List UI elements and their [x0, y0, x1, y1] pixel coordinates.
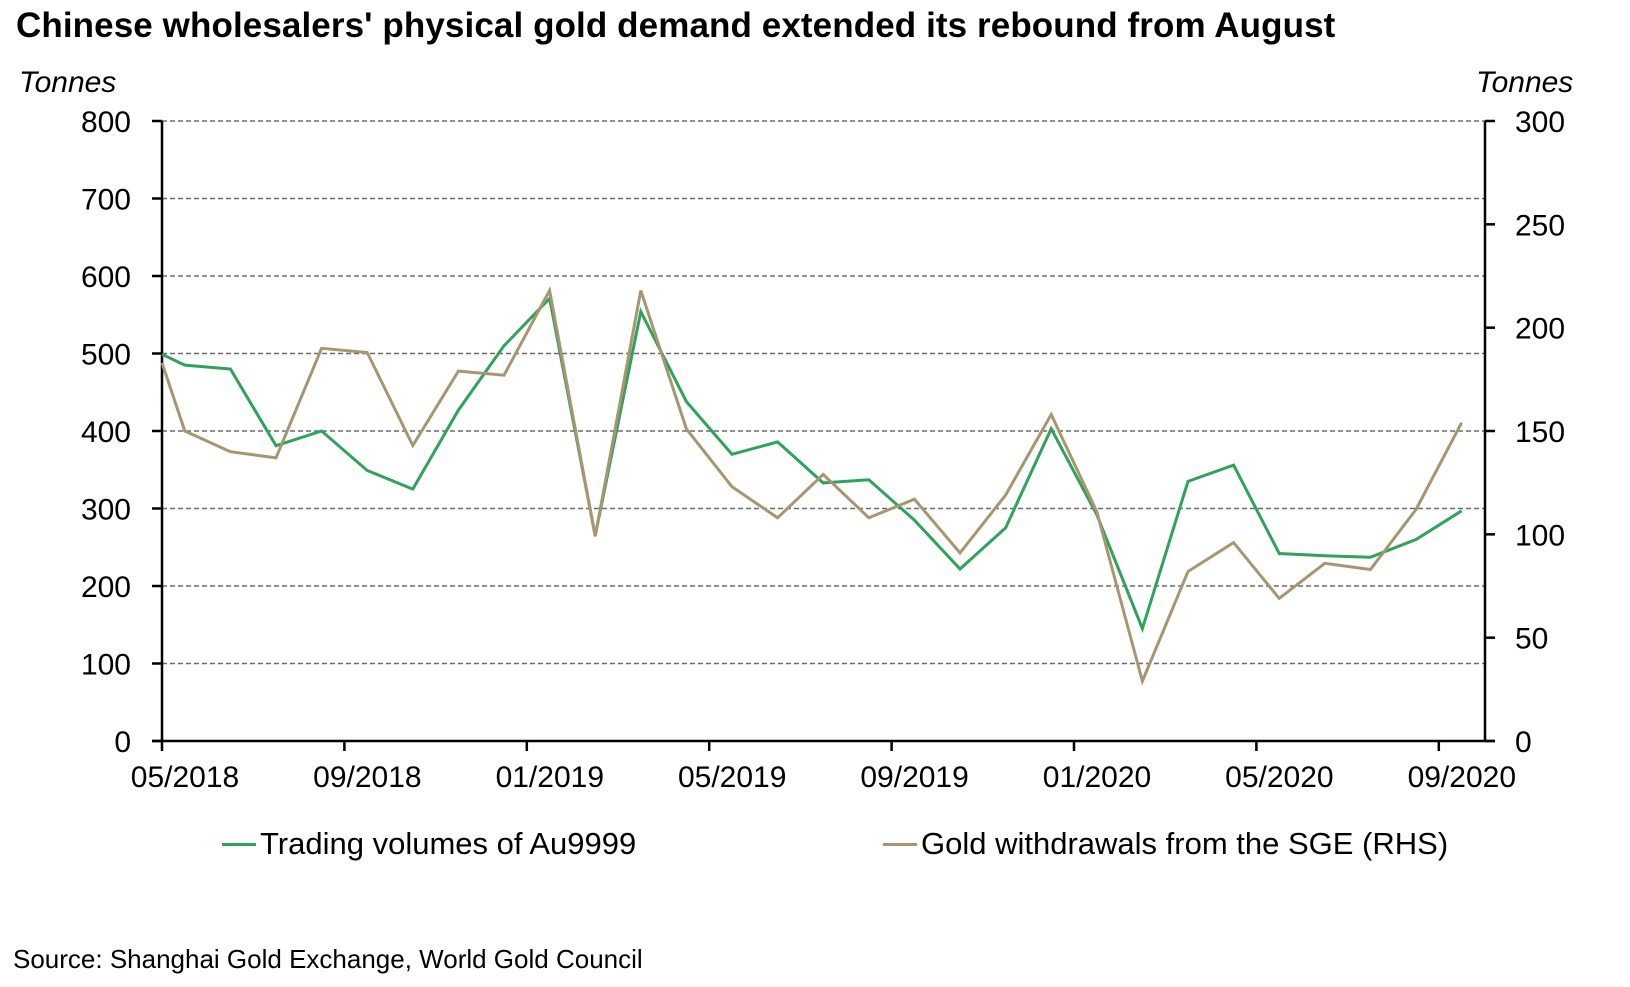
x-tick-label: 05/2018	[131, 761, 239, 794]
legend-label: Gold withdrawals from the SGE (RHS)	[921, 826, 1449, 861]
left-axis-unit-label: Tonnes	[19, 66, 117, 99]
left-tick-label: 800	[81, 106, 131, 139]
legend-swatch-tan	[883, 842, 917, 846]
left-tick-label: 200	[81, 571, 131, 604]
right-tick-label: 250	[1515, 209, 1565, 242]
legend-swatch-green	[222, 842, 256, 846]
legend-item-trading-volumes: Trading volumes of Au9999	[222, 826, 636, 862]
right-axis-ticks: 0 50 100 150 200 250 300	[1485, 106, 1565, 759]
left-tick-label: 300	[81, 494, 131, 527]
x-tick-label: 01/2019	[496, 761, 604, 794]
legend-label: Trading volumes of Au9999	[260, 826, 637, 861]
right-tick-label: 200	[1515, 313, 1565, 346]
x-tick-label: 09/2019	[860, 761, 968, 794]
x-tick-label: 09/2018	[313, 761, 421, 794]
right-tick-label: 0	[1515, 726, 1532, 759]
x-tick-label: 05/2020	[1225, 761, 1333, 794]
left-axis-ticks: 0 100 200 300 400 500 600 700 800	[81, 106, 162, 759]
series-line-trading-volumes	[161, 295, 1463, 634]
left-tick-label: 400	[81, 416, 131, 449]
right-tick-label: 100	[1515, 519, 1565, 552]
left-tick-label: 0	[114, 726, 131, 759]
chart-title: Chinese wholesalers' physical gold deman…	[16, 6, 1336, 45]
gridlines	[162, 120, 1485, 665]
series-line-gold-withdrawals	[160, 286, 1463, 686]
source-note: Source: Shanghai Gold Exchange, World Go…	[13, 944, 643, 974]
left-tick-label: 500	[81, 339, 131, 372]
left-tick-label: 100	[81, 649, 131, 682]
left-tick-label: 700	[81, 184, 131, 217]
right-tick-label: 50	[1515, 623, 1548, 656]
right-axis-unit-label: Tonnes	[1476, 66, 1574, 99]
right-tick-label: 300	[1515, 106, 1565, 139]
series-lines	[160, 286, 1463, 686]
x-tick-label: 01/2020	[1043, 761, 1151, 794]
x-axis-ticks: 05/2018 09/2018 01/2019 05/2019 09/2019 01/20…	[131, 741, 1516, 794]
x-tick-label: 09/2020	[1408, 761, 1516, 794]
x-tick-label: 05/2019	[678, 761, 786, 794]
left-tick-label: 600	[81, 261, 131, 294]
right-tick-label: 150	[1515, 416, 1565, 449]
legend-item-gold-withdrawals: Gold withdrawals from the SGE (RHS)	[883, 826, 1448, 862]
